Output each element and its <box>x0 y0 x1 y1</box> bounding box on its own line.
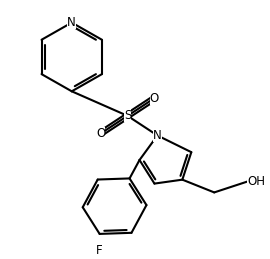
Text: F: F <box>96 244 103 257</box>
Text: O: O <box>96 127 105 140</box>
Text: OH: OH <box>247 175 265 188</box>
Text: O: O <box>150 92 159 105</box>
Text: N: N <box>68 16 76 29</box>
Text: S: S <box>124 109 131 122</box>
Text: N: N <box>153 129 162 142</box>
